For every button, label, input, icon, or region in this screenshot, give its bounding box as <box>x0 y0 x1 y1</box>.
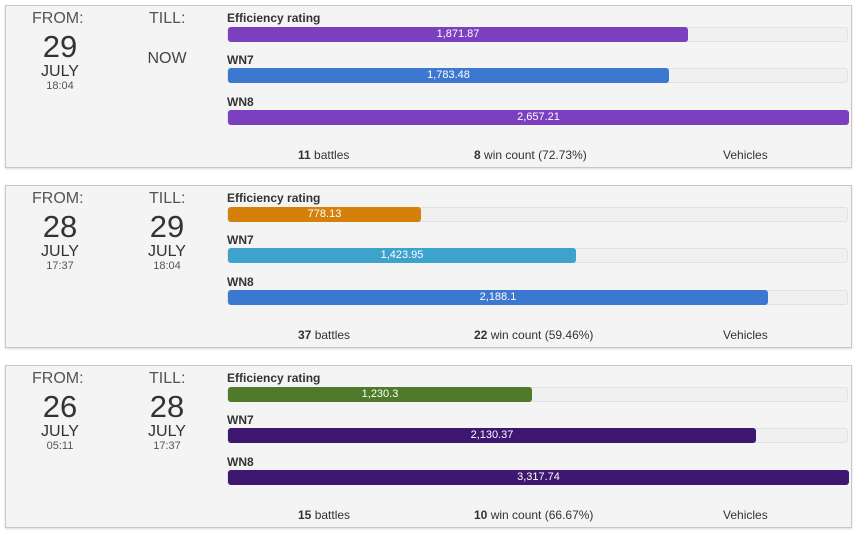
efficiency-label: Efficiency rating <box>227 371 321 385</box>
efficiency-bar: 1,871.87 <box>227 27 848 42</box>
win-percentage: (72.73%) <box>538 148 587 162</box>
from-date: 28 JULY 17:37 <box>20 210 100 273</box>
till-month: JULY <box>148 423 186 440</box>
wn7-label: WN7 <box>227 413 254 427</box>
wn7-bar: 1,423.95 <box>227 248 848 263</box>
from-heading: FROM: <box>32 10 84 27</box>
battles-suffix: battles <box>310 148 350 162</box>
efficiency-bar-fill: 1,230.3 <box>228 387 532 402</box>
win-count: 10 win count (66.67%) <box>474 508 593 522</box>
till-day: 29 <box>149 209 185 244</box>
battles-suffix: battles <box>311 508 351 522</box>
wn7-label: WN7 <box>227 53 254 67</box>
wn8-label: WN8 <box>227 275 254 289</box>
win-percentage: (66.67%) <box>544 508 594 522</box>
till-heading: TILL: <box>149 370 186 387</box>
from-heading: FROM: <box>32 370 84 387</box>
wn8-bar: 2,188.1 <box>227 290 848 305</box>
wins-suffix: win count <box>480 148 535 162</box>
from-date: 26 JULY 05:11 <box>20 390 100 453</box>
wins-number: 22 <box>474 328 488 342</box>
efficiency-bar-fill: 1,871.87 <box>228 27 688 42</box>
from-time: 05:11 <box>46 440 74 452</box>
from-month: JULY <box>41 243 79 260</box>
wn7-bar: 2,130.37 <box>227 428 848 443</box>
session-panel: FROM: TILL: 29 JULY 18:04 NOW Efficiency ratin… <box>5 5 852 168</box>
from-month: JULY <box>41 63 79 80</box>
battles-count: 11 battles <box>298 148 349 162</box>
wn7-bar-fill: 1,783.48 <box>228 68 669 83</box>
wins-number: 10 <box>474 508 488 522</box>
session-panel: FROM: TILL: 28 JULY 17:37 29 JULY 18:04 Efficien… <box>5 185 852 348</box>
till-heading: TILL: <box>149 10 186 27</box>
session-panel: FROM: TILL: 26 JULY 05:11 28 JULY 17:37 Efficien… <box>5 365 852 528</box>
from-day: 26 <box>42 389 78 424</box>
wn8-bar-fill: 2,188.1 <box>228 290 768 305</box>
wn7-bar: 1,783.48 <box>227 68 848 83</box>
till-month: JULY <box>148 243 186 260</box>
wn7-bar-fill: 1,423.95 <box>228 248 576 263</box>
win-percentage: (59.46%) <box>544 328 594 342</box>
wins-number: 8 <box>474 148 481 162</box>
wn8-bar-fill: 3,317.74 <box>228 470 849 485</box>
efficiency-label: Efficiency rating <box>227 191 321 205</box>
wn7-label: WN7 <box>227 233 254 247</box>
vehicles-link[interactable]: Vehicles <box>723 148 768 162</box>
till-day: 28 <box>149 389 185 424</box>
till-now: NOW <box>147 50 187 67</box>
from-time: 18:04 <box>46 80 74 92</box>
from-day: 28 <box>42 209 78 244</box>
battles-suffix: battles <box>311 328 351 342</box>
battles-number: 37 <box>298 328 312 342</box>
vehicles-link[interactable]: Vehicles <box>723 328 768 342</box>
wn8-bar: 3,317.74 <box>227 470 849 485</box>
battles-count: 15 battles <box>298 508 350 522</box>
wins-suffix: win count <box>487 508 542 522</box>
till-date: 28 JULY 17:37 <box>127 390 207 453</box>
battles-count: 37 battles <box>298 328 350 342</box>
efficiency-bar-fill: 778.13 <box>228 207 421 222</box>
wn8-bar: 2,657.21 <box>227 110 849 125</box>
wins-suffix: win count <box>487 328 542 342</box>
till-heading: TILL: <box>149 190 186 207</box>
wn8-label: WN8 <box>227 455 254 469</box>
till-time: 18:04 <box>153 260 181 272</box>
from-day: 29 <box>42 29 78 64</box>
from-date: 29 JULY 18:04 <box>20 30 100 93</box>
wn7-bar-fill: 2,130.37 <box>228 428 756 443</box>
wn8-bar-fill: 2,657.21 <box>228 110 849 125</box>
from-heading: FROM: <box>32 190 84 207</box>
till-date: 29 JULY 18:04 <box>127 210 207 273</box>
efficiency-bar: 1,230.3 <box>227 387 848 402</box>
from-time: 17:37 <box>46 260 74 272</box>
from-month: JULY <box>41 423 79 440</box>
win-count: 8 win count (72.73%) <box>474 148 587 162</box>
till-time: 17:37 <box>153 440 181 452</box>
win-count: 22 win count (59.46%) <box>474 328 593 342</box>
efficiency-bar: 778.13 <box>227 207 848 222</box>
wn8-label: WN8 <box>227 95 254 109</box>
battles-number: 11 <box>298 148 311 162</box>
efficiency-label: Efficiency rating <box>227 11 321 25</box>
vehicles-link[interactable]: Vehicles <box>723 508 768 522</box>
battles-number: 15 <box>298 508 312 522</box>
